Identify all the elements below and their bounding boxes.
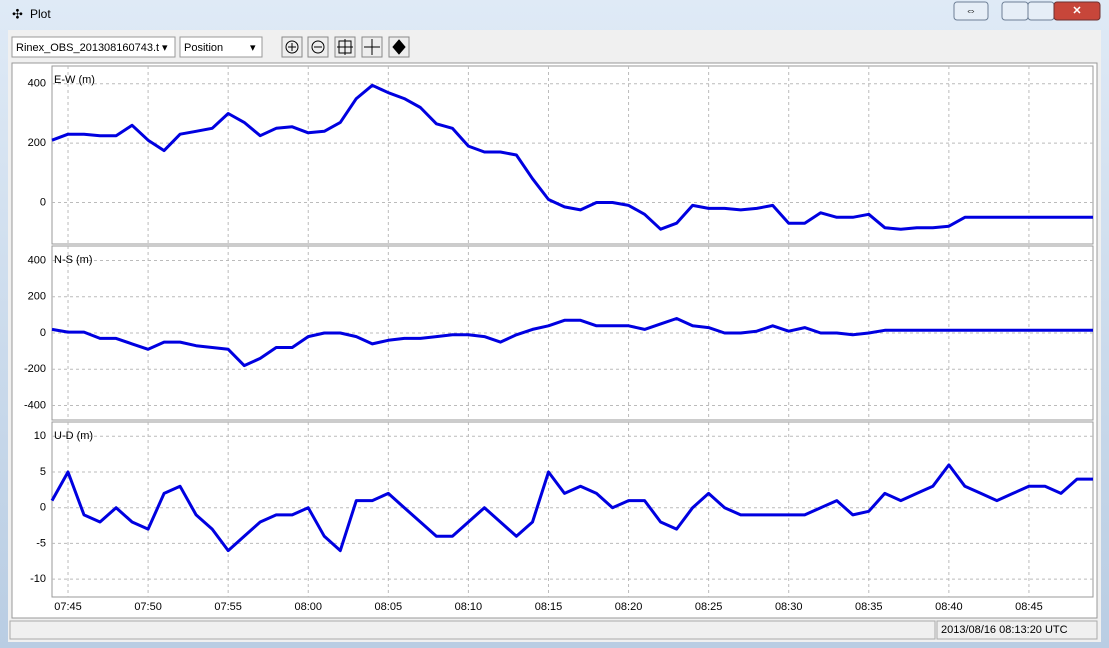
y-tick-label: 200 [28,291,46,303]
x-tick-label: 08:20 [615,601,643,613]
dropdown-arrow: ▾ [250,42,256,54]
y-tick-label: 0 [40,502,46,514]
restore-icon: ⇔ [966,5,977,17]
plot-type-dropdown[interactable] [179,36,263,58]
y-tick-label: -400 [24,399,46,411]
window-title: Plot [30,7,51,21]
status-time-box [936,620,1098,640]
x-tick-label: 07:45 [54,601,82,613]
toolbar-icons [285,39,406,55]
x-tick-label: 08:00 [294,601,322,613]
y-tick-label: -5 [36,537,46,549]
x-tick-label: 08:40 [935,601,963,613]
y-tick-label: -10 [30,573,46,585]
x-tick-label: 08:10 [455,601,483,613]
y-axis-label: N-S (m) [54,254,93,266]
restore-button[interactable] [953,1,989,21]
close-button[interactable] [1053,1,1101,21]
minimize-button[interactable] [1001,1,1029,21]
x-tick-label: 08:15 [535,601,563,613]
status-time: 2013/08/16 08:13:20 UTC [941,624,1068,636]
y-tick-label: 400 [28,254,46,266]
x-tick-label: 08:35 [855,601,883,613]
plots: 0 200 400 E-W (m) -400 -200 0 200 400 N-S (m) -10 -… [24,65,1094,613]
y-tick-label: 0 [40,327,46,339]
series-line [51,83,1093,231]
file-dropdown[interactable] [11,36,176,58]
y-tick-label: 400 [28,78,46,90]
maximize-button[interactable] [1027,1,1055,21]
panel-frame [51,65,1094,245]
dropdown-arrow: ▾ [162,42,168,54]
plot-area [11,62,1098,619]
x-tick-label: 08:05 [375,601,403,613]
series-line [51,317,1093,368]
x-tick-label: 08:25 [695,601,723,613]
y-tick-label: 200 [28,137,46,149]
y-axis-label: E-W (m) [54,74,95,86]
y-tick-label: 10 [34,430,46,442]
status-bar [9,620,936,640]
x-tick-label: 08:30 [775,601,803,613]
close-icon: ✕ [1072,5,1081,17]
window-icon: ✣ [12,6,23,21]
x-tick-label: 08:45 [1015,601,1043,613]
file-dropdown-text: Rinex_OBS_201308160743.t [16,42,159,54]
y-tick-label: 5 [40,466,46,478]
x-tick-label: 07:55 [214,601,242,613]
series-line [50,463,1093,553]
x-tick-label: 07:50 [134,601,162,613]
plot-type-text: Position [184,42,223,54]
y-tick-label: -200 [24,363,46,375]
panel-frame [51,421,1094,598]
y-axis-label: U-D (m) [54,430,93,442]
y-tick-label: 0 [40,196,46,208]
